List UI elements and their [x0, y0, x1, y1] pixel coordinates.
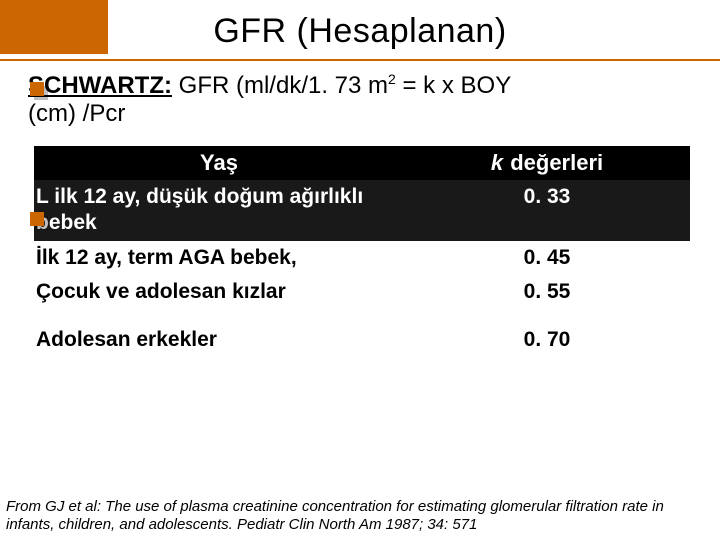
- formula-line2: (cm) /Pcr: [28, 100, 690, 128]
- table-header-k: k değerleri: [404, 146, 690, 180]
- bullet-icon: [30, 212, 44, 226]
- table-row-value: 0. 70: [404, 309, 690, 357]
- table-row: Adolesan erkekler: [34, 309, 404, 357]
- table-row-value: 0. 33: [404, 180, 690, 241]
- corner-accent: [0, 0, 108, 54]
- formula: SCHWARTZ: GFR (ml/dk/1. 73 m2 = k x BOY …: [0, 61, 720, 146]
- formula-part2: = k x BOY: [396, 72, 511, 99]
- table-row: İlk 12 ay, term AGA bebek,: [34, 241, 404, 275]
- formula-label: SCHWARTZ:: [28, 72, 172, 99]
- table-row-value: 0. 55: [404, 275, 690, 309]
- formula-line1: SCHWARTZ: GFR (ml/dk/1. 73 m2 = k x BOY: [28, 71, 690, 100]
- title-underline: [0, 59, 720, 61]
- k-values-table: Yaş k değerleri L ilk 12 ay, düşük doğum…: [34, 146, 690, 357]
- table-row-value: 0. 45: [404, 241, 690, 275]
- table-row: Çocuk ve adolesan kızlar: [34, 275, 404, 309]
- citation: From GJ et al: The use of plasma creatin…: [6, 498, 714, 534]
- formula-part1: GFR (ml/dk/1. 73 m: [172, 72, 388, 99]
- k-italic: k: [491, 150, 504, 175]
- k-label-rest: değerleri: [504, 150, 603, 175]
- formula-sup: 2: [388, 71, 396, 87]
- table-row: L ilk 12 ay, düşük doğum ağırlıklı bebek: [34, 180, 404, 241]
- bullet-icon: [30, 82, 44, 96]
- title-area: GFR (Hesaplanan): [0, 0, 720, 61]
- page-title: GFR (Hesaplanan): [0, 12, 720, 51]
- table-header-age: Yaş: [34, 146, 404, 180]
